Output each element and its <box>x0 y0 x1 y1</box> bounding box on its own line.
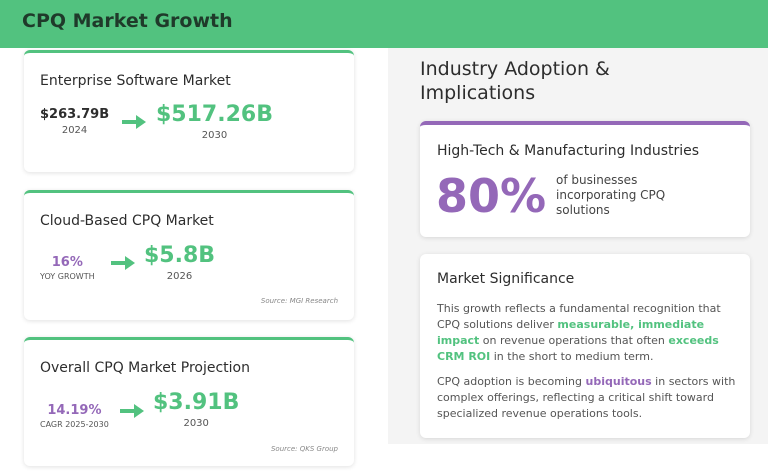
arrow <box>120 404 144 418</box>
card-title: Overall CPQ Market Projection <box>40 360 250 376</box>
to-value: $517.26B <box>156 102 273 127</box>
paragraph: This growth reflects a fundamental recog… <box>437 301 737 365</box>
card: Overall CPQ Market Projection 14.19% CAG… <box>24 337 354 466</box>
text: in the short to medium term. <box>490 350 654 363</box>
highlight: ubiquitous <box>585 375 652 388</box>
from-group: $263.79B 2024 <box>40 107 109 136</box>
highlight: exceeds CRM ROI <box>437 334 719 363</box>
to-value: $5.8B <box>144 243 216 268</box>
text: CPQ adoption is becoming <box>437 375 586 388</box>
from-label: CAGR 2025-2030 <box>40 420 109 429</box>
from-label: YOY GROWTH <box>40 272 95 281</box>
card: Enterprise Software Market $263.79B 2024… <box>24 50 354 172</box>
paragraph: CPQ adoption is becoming ubiquitous in s… <box>437 374 737 422</box>
from-value: 14.19% <box>47 403 102 418</box>
highlight: measurable, immediate impact <box>437 318 705 347</box>
source: Source: MGI Research <box>260 297 338 305</box>
source: Source: QKS Group <box>270 445 338 453</box>
adoption-card: High-Tech & Manufacturing Industries 80%… <box>420 121 750 237</box>
text: in sectors with complex offerings, refle… <box>437 375 736 420</box>
from-value: $263.79B <box>40 107 110 122</box>
header: CPQ Market Growth <box>0 0 768 48</box>
to-group: $5.8B 2026 <box>144 243 215 282</box>
from-group: 14.19% CAGR 2025-2030 <box>40 403 109 429</box>
from-group: 16% YOY GROWTH <box>40 255 95 281</box>
arrow <box>111 256 135 270</box>
to-label: 2026 <box>166 271 193 282</box>
from-label: 2024 <box>61 125 88 136</box>
header-title: CPQ Market Growth <box>22 10 233 32</box>
significance-title: Market Significance <box>437 271 575 287</box>
adoption-stat: 80% <box>436 169 547 223</box>
section-title: Industry Adoption & Implications <box>420 58 610 104</box>
to-label: 2030 <box>183 418 209 429</box>
text: This growth reflects a fundamental recog… <box>437 302 721 331</box>
from-value: 16% <box>51 255 83 270</box>
adoption-description: of businesses incorporating CPQ solution… <box>556 173 666 217</box>
to-label: 2030 <box>201 130 228 141</box>
to-group: $3.91B 2030 <box>153 390 239 429</box>
text: on revenue operations that often <box>479 334 669 347</box>
to-group: $517.26B 2030 <box>156 102 273 141</box>
adoption-title: High-Tech & Manufacturing Industries <box>437 143 700 159</box>
card-title: Enterprise Software Market <box>40 73 231 89</box>
to-value: $3.91B <box>153 390 240 415</box>
arrow <box>122 115 146 129</box>
card-title: Cloud-Based CPQ Market <box>40 213 214 229</box>
card: Cloud-Based CPQ Market 16% YOY GROWTH $5… <box>24 190 354 320</box>
significance-card: Market Significance This growth reflects… <box>420 254 750 438</box>
